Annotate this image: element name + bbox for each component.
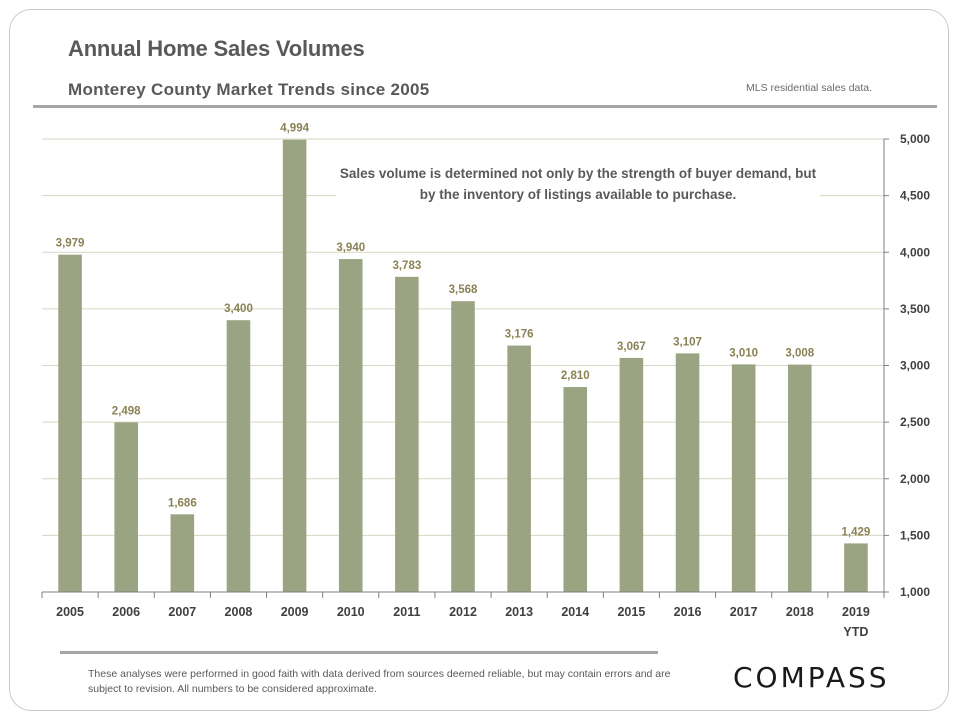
bar — [226, 320, 251, 592]
disclaimer-text: These analyses were performed in good fa… — [88, 668, 671, 695]
y-tick-label: 2,500 — [900, 415, 930, 429]
y-tick-label: 2,000 — [900, 472, 930, 486]
bar-value-label: 3,107 — [673, 336, 702, 348]
x-tick-label: 2011 — [393, 605, 420, 619]
x-tick-label: 2015 — [617, 605, 645, 619]
x-tick-label: 2019 — [842, 605, 870, 619]
source-note: MLS residential sales data. — [746, 82, 873, 94]
compass-logo-mark: COMPASS — [733, 661, 890, 694]
x-tick-label: 2009 — [281, 605, 309, 619]
bar-value-label: 3,568 — [449, 284, 478, 296]
labels: 1,000 1,500 2,000 2,500 3,000 3,500 4,000 4,500… — [56, 123, 931, 639]
bar — [338, 259, 363, 592]
x-tick-label: 2007 — [168, 605, 196, 619]
y-tick-label: 1,000 — [900, 585, 930, 599]
bar — [282, 139, 307, 592]
y-tick-label: 4,000 — [900, 245, 930, 259]
bar-value-label: 2,810 — [561, 370, 590, 382]
x-tick-label: YTD — [843, 625, 868, 639]
bar-value-label: 3,400 — [224, 303, 253, 315]
footer-divider — [60, 651, 658, 654]
bar — [563, 387, 588, 592]
bar-value-label: 3,067 — [617, 341, 646, 353]
axes — [41, 138, 889, 598]
bars — [58, 139, 868, 593]
bar — [675, 353, 700, 592]
y-tick-label: 5,000 — [900, 132, 930, 146]
bar-value-label: 3,979 — [56, 238, 85, 250]
bar — [395, 276, 419, 592]
x-tick-label: 2010 — [337, 605, 365, 619]
y-tick-label: 1,500 — [900, 528, 930, 542]
y-tick-label: 3,000 — [900, 359, 930, 373]
bar — [114, 422, 138, 592]
x-tick-label: 2005 — [56, 605, 84, 619]
bar-value-label: 4,994 — [280, 123, 309, 135]
x-tick-label: 2016 — [674, 605, 702, 619]
bar-value-label: 3,008 — [785, 348, 814, 360]
compass-logo-text: COMPASS — [733, 661, 890, 694]
bar-value-label: 3,176 — [505, 329, 534, 341]
bar — [451, 301, 475, 592]
bar — [844, 543, 868, 592]
slide-frame — [9, 9, 949, 711]
y-tick-label: 3,500 — [900, 302, 930, 316]
chart-title: Annual Home Sales Volumes — [68, 36, 365, 61]
x-tick-label: 2006 — [112, 605, 140, 619]
bar-value-label: 1,686 — [168, 497, 197, 509]
x-tick-label: 2013 — [505, 605, 533, 619]
chart-subtitle: Monterey County Market Trends since 2005 — [68, 80, 430, 99]
bar-value-label: 3,010 — [729, 347, 758, 359]
bar — [170, 514, 195, 592]
bar — [619, 357, 644, 592]
y-tick-label: 4,500 — [900, 189, 930, 203]
bar-value-label: 3,783 — [392, 260, 421, 272]
x-tick-label: 2017 — [730, 605, 758, 619]
x-tick-label: 2008 — [225, 605, 253, 619]
bar — [58, 254, 82, 593]
x-tick-label: 2018 — [786, 605, 814, 619]
bar — [507, 345, 531, 592]
bar — [731, 364, 756, 592]
chart-annotation: Sales volume is determined not only by t… — [336, 163, 820, 205]
bar-value-label: 2,498 — [112, 405, 141, 417]
bar — [788, 364, 812, 592]
bar-value-label: 1,429 — [842, 526, 871, 538]
x-tick-label: 2014 — [561, 605, 589, 619]
bar-value-label: 3,940 — [336, 242, 365, 254]
x-tick-label: 2012 — [449, 605, 477, 619]
compass-logo: COMPASS — [733, 660, 913, 701]
header-divider — [33, 105, 937, 108]
